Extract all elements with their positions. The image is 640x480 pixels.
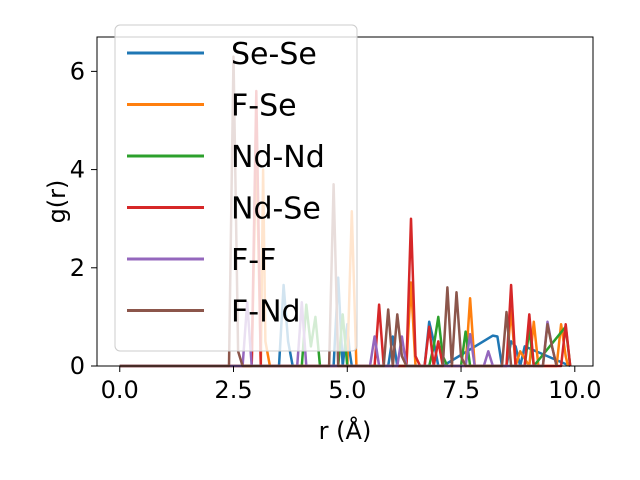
legend-box [114,24,358,352]
x-tick-label: 7.5 [442,376,480,404]
x-axis: 0.0 2.5 5.0 7.5 10.0 [101,366,602,404]
x-tick-label: 0.0 [101,376,139,404]
y-tick-label: 2 [70,254,85,282]
legend-label: Nd-Nd [231,140,325,175]
x-tick-label: 5.0 [328,376,366,404]
y-axis: 0 2 4 6 [70,57,97,380]
x-tick-label: 2.5 [214,376,252,404]
legend: Se-Se F-Se Nd-Nd Nd-Se F-F F-Nd [114,24,358,352]
legend-label: Se-Se [231,37,317,72]
legend-label: F-Nd [231,295,301,330]
y-tick-label: 4 [70,156,85,184]
y-axis-label: g(r) [43,180,71,224]
legend-label: Nd-Se [231,192,321,227]
y-tick-label: 6 [70,57,85,85]
x-axis-label: r (Å) [319,416,372,445]
x-tick-label: 10.0 [548,376,601,404]
y-tick-label: 0 [70,352,85,380]
legend-label: F-Se [231,89,297,124]
legend-label: F-F [231,243,276,278]
